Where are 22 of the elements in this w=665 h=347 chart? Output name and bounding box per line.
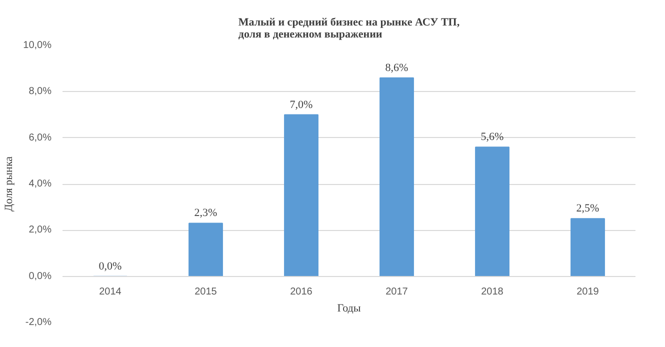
x-tick-label: 2014 xyxy=(99,286,122,298)
x-tick-label: 2017 xyxy=(386,286,408,298)
y-tick-label: 6,0% xyxy=(28,132,52,144)
data-label: 5,6% xyxy=(480,131,504,144)
x-tick-label: 2018 xyxy=(481,286,504,298)
y-tick-label: 2,0% xyxy=(28,224,52,236)
data-label: 7,0% xyxy=(290,98,313,111)
data-label: 0,0% xyxy=(98,260,122,272)
x-tick-label: 2019 xyxy=(576,286,600,298)
chart-title: Малый и средний бизнес на рынке АСУ ТП, доля в денежном выражении xyxy=(238,16,460,40)
data-label: 8,6% xyxy=(385,62,408,74)
y-axis-title: Доля рынка xyxy=(3,156,16,212)
x-axis-title: Годы xyxy=(337,302,362,314)
data-label: 2,3% xyxy=(194,207,218,220)
y-tick-label: 10,0% xyxy=(23,40,52,51)
y-tick-label: -2,0% xyxy=(25,317,52,328)
data-label: 2,5% xyxy=(576,202,600,215)
x-tick-label: 2015 xyxy=(194,286,218,298)
y-tick-label: 0,0% xyxy=(28,270,52,282)
x-tick-label: 2016 xyxy=(290,286,313,298)
y-tick-label: 8,0% xyxy=(28,86,52,98)
y-tick-label: 4,0% xyxy=(28,178,52,190)
